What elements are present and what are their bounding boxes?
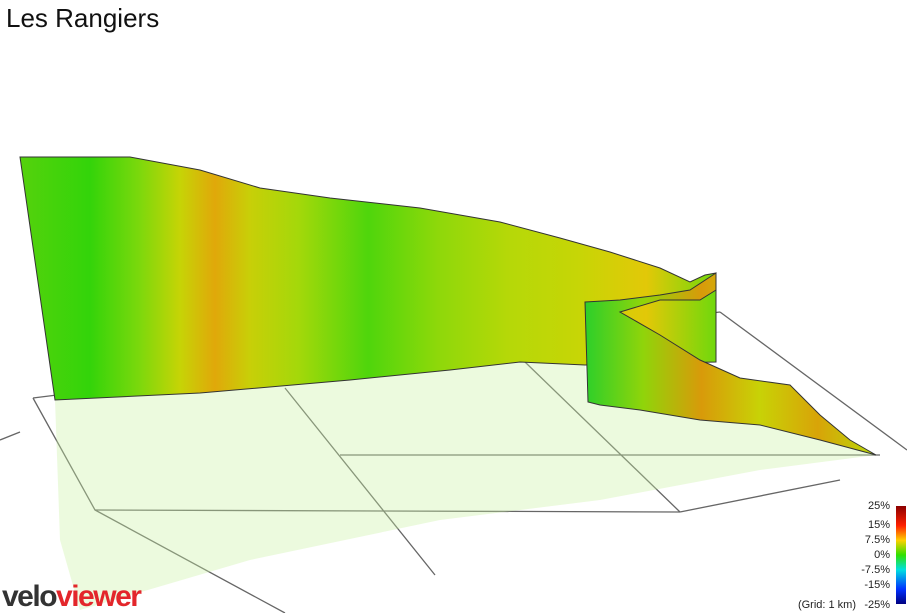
wall-far xyxy=(19,156,717,401)
logo-part: viewer xyxy=(56,580,142,613)
legend-label: 15% xyxy=(868,519,890,531)
legend-label: 25% xyxy=(868,500,890,512)
title: Les Rangiers xyxy=(6,3,159,33)
legend-label: 0% xyxy=(874,549,890,561)
legend-label: -25% xyxy=(864,599,890,611)
wall-near xyxy=(584,272,877,456)
reflection xyxy=(55,362,876,610)
legend-label: 7.5% xyxy=(865,534,890,546)
logo: veloviewer xyxy=(2,580,142,613)
grid-note: (Grid: 1 km) xyxy=(798,599,856,611)
legend-label: -7.5% xyxy=(861,564,890,576)
legend-label: -15% xyxy=(864,579,890,591)
legend-scale xyxy=(896,506,906,604)
logo-part: velo xyxy=(2,580,57,613)
